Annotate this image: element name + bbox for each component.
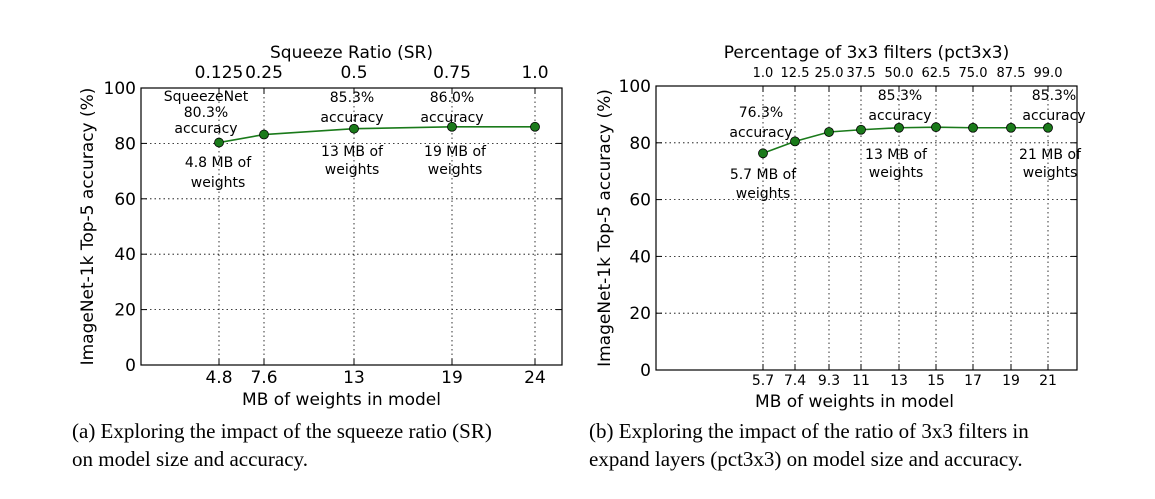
chart1-data-point <box>214 137 224 148</box>
chart1-x-tick-label: 24 <box>524 368 546 388</box>
chart2-x-tick-label: 13 <box>890 373 908 389</box>
chart1-annotation: SqueezeNet <box>164 89 249 105</box>
chart2-y-tick-label: 40 <box>629 247 651 267</box>
chart1-annotation: 80.3% <box>184 105 228 121</box>
chart1-caption-line: on model size and accuracy. <box>72 447 308 471</box>
chart1-x-tick-label: 13 <box>343 368 365 388</box>
chart2-annotation: 21 MB of <box>1019 147 1082 163</box>
chart2-annotation: 76.3% <box>739 105 783 121</box>
chart1-y-tick-label: 20 <box>114 301 136 321</box>
chart2-y-tick-label: 0 <box>640 361 651 381</box>
chart2-annotation: accuracy <box>729 125 792 141</box>
chart2-data-point <box>824 127 834 137</box>
chart1-x-axis-label: MB of weights in model <box>242 390 441 410</box>
chart1-top-tick-label: 1.0 <box>521 63 548 83</box>
chart2-plot-frame <box>655 85 1078 371</box>
chart2-top-tick-label: 12.5 <box>781 66 810 81</box>
chart1-title: Squeeze Ratio (SR) <box>270 43 433 63</box>
chart2-x-tick-label: 15 <box>927 373 945 389</box>
chart2-annotation: 85.3% <box>1032 88 1076 104</box>
chart1-data-point <box>259 129 269 140</box>
chart1-plot-frame <box>140 87 563 366</box>
chart1-annotation: accuracy <box>320 110 383 126</box>
chart2-top-tick-label: 75.0 <box>959 66 988 81</box>
chart2-top-tick-label: 87.5 <box>997 66 1026 81</box>
chart2-x-tick-label: 17 <box>964 373 982 389</box>
chart2-data-point <box>1043 122 1053 133</box>
chart1-top-tick-label: 0.75 <box>433 63 471 83</box>
chart1-annotation: weights <box>191 175 246 191</box>
chart1-y-axis-label: ImageNet-1k Top-5 accuracy (%) <box>78 88 98 366</box>
chart2-x-tick-label: 19 <box>1002 373 1020 389</box>
chart2-data-point <box>790 136 800 147</box>
chart1-y-tick-label: 80 <box>114 134 136 154</box>
chart2-annotation: accuracy <box>1022 108 1085 124</box>
chart2-data-point <box>968 122 978 133</box>
chart1-y-tick-label: 100 <box>104 79 136 99</box>
chart1-x-tick-label: 4.8 <box>205 368 232 388</box>
chart1-caption-line: (a) Exploring the impact of the squeeze … <box>72 419 492 443</box>
chart1-annotation: 4.8 MB of <box>185 155 252 171</box>
chart2-y-axis-label: ImageNet-1k Top-5 accuracy (%) <box>595 89 615 367</box>
chart2-top-tick-label: 37.5 <box>847 66 876 81</box>
chart2-annotation: weights <box>736 186 791 202</box>
chart2-annotation: 85.3% <box>878 88 922 104</box>
chart2-caption-line: (b) Exploring the impact of the ratio of… <box>589 419 1029 443</box>
chart1-annotation: accuracy <box>420 110 483 126</box>
chart2-y-tick-label: 60 <box>629 191 651 211</box>
chart1-x-tick-label: 19 <box>441 368 463 388</box>
chart1-annotation: weights <box>428 162 483 178</box>
chart2-top-tick-label: 25.0 <box>815 66 844 81</box>
chart1-top-tick-label: 0.5 <box>340 63 367 83</box>
chart2-x-tick-label: 5.7 <box>752 373 774 389</box>
chart2-x-tick-label: 21 <box>1039 373 1057 389</box>
chart2-x-tick-label: 7.4 <box>784 373 806 389</box>
chart2-top-tick-label: 1.0 <box>753 66 774 81</box>
chart1-annotation: 86.0% <box>430 90 474 106</box>
chart2-title: Percentage of 3x3 filters (pct3x3) <box>724 43 1010 63</box>
chart1-annotation: weights <box>325 162 380 178</box>
chart2-top-tick-label: 50.0 <box>885 66 914 81</box>
chart2-y-tick-label: 100 <box>619 77 651 97</box>
chart2-annotation: accuracy <box>868 108 931 124</box>
chart1-annotation: 13 MB of <box>321 144 384 160</box>
chart2-x-tick-label: 11 <box>852 373 870 389</box>
chart1-data-point <box>447 121 457 132</box>
chart1-x-tick-label: 7.6 <box>250 368 277 388</box>
chart2-top-tick-label: 99.0 <box>1034 66 1063 81</box>
chart1-data-point <box>349 123 359 134</box>
chart2-y-tick-label: 80 <box>629 134 651 154</box>
chart1-y-tick-label: 40 <box>114 245 136 265</box>
chart1-y-tick-label: 0 <box>125 356 136 376</box>
chart2-data-point <box>931 122 941 133</box>
chart2-x-tick-label: 9.3 <box>818 373 840 389</box>
chart2-data-point <box>1006 122 1016 133</box>
chart1-data-point <box>530 121 540 132</box>
chart1-annotation: 19 MB of <box>424 144 487 160</box>
chart1-top-tick-label: 0.125 <box>195 63 244 83</box>
chart2-data-point <box>856 124 866 135</box>
chart1-annotation: accuracy <box>174 121 237 137</box>
chart1-y-tick-label: 60 <box>114 190 136 210</box>
chart2-x-axis-label: MB of weights in model <box>755 392 954 412</box>
chart1-annotation: 85.3% <box>330 90 374 106</box>
chart2-annotation: 13 MB of <box>865 147 928 163</box>
chart2-annotation: weights <box>869 165 924 181</box>
chart2-data-point <box>894 122 904 133</box>
chart1-top-tick-label: 0.25 <box>245 63 283 83</box>
chart2-y-tick-label: 20 <box>629 304 651 324</box>
chart2-caption-line: expand layers (pct3x3) on model size and… <box>589 447 1023 471</box>
chart2-annotation: weights <box>1023 165 1078 181</box>
chart2-annotation: 5.7 MB of <box>730 167 797 183</box>
chart2-top-tick-label: 62.5 <box>922 66 951 81</box>
chart2-data-point <box>758 148 768 159</box>
